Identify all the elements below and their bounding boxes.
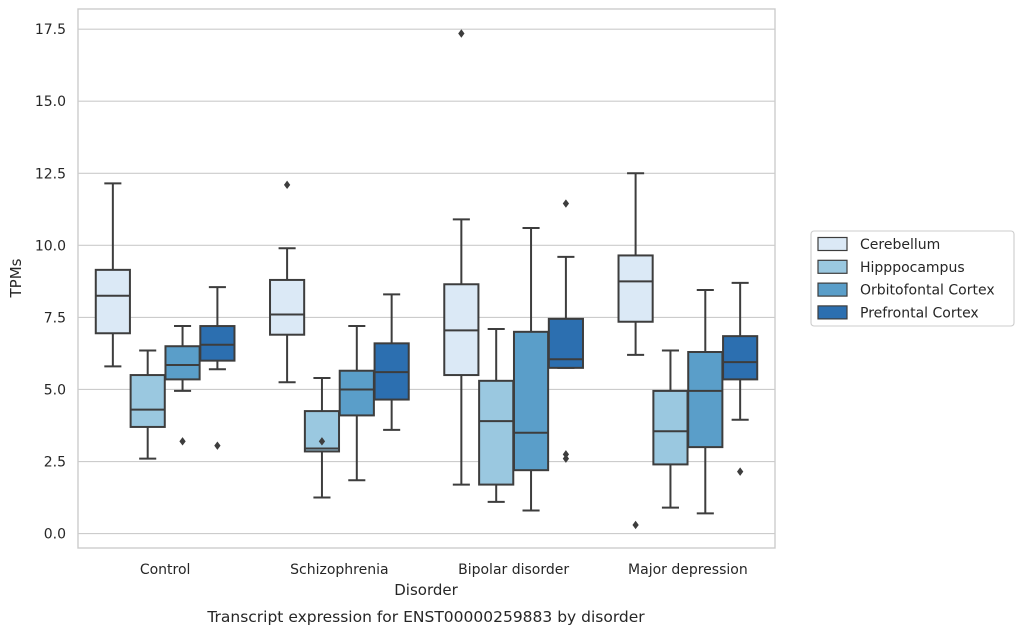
outlier-point bbox=[179, 437, 186, 446]
x-tick-label: Bipolar disorder bbox=[458, 562, 569, 578]
iqr-box bbox=[94, 268, 131, 335]
box-1-0 bbox=[269, 180, 306, 384]
gridlines bbox=[78, 28, 775, 535]
boxes bbox=[94, 29, 759, 530]
y-axis-ticks: 0.0 2.5 5.0 7.5 10.0 12.5 15.0 17.5 bbox=[35, 22, 66, 542]
iqr-box bbox=[164, 345, 201, 381]
chart-caption: Transcript expression for ENST0000025988… bbox=[206, 608, 645, 626]
plot-frame bbox=[77, 8, 776, 549]
outlier-point bbox=[562, 450, 570, 459]
box-3-1 bbox=[652, 349, 689, 509]
outlier-point bbox=[562, 199, 570, 208]
box-1-2 bbox=[338, 325, 375, 482]
box-2-3 bbox=[547, 199, 584, 463]
y-tick-label: 2.5 bbox=[44, 455, 66, 471]
box-0-2 bbox=[164, 325, 201, 446]
iqr-box bbox=[269, 278, 306, 336]
outlier-point bbox=[283, 180, 291, 190]
legend-swatch bbox=[817, 305, 848, 320]
legend-label: Prefrontal Cortex bbox=[860, 305, 979, 321]
x-tick-label: Control bbox=[140, 562, 191, 578]
legend: Cerebellum Hipppocampus Orbitofontal Corte… bbox=[810, 230, 1015, 327]
box-3-3 bbox=[722, 281, 759, 476]
legend-label: Orbitofontal Cortex bbox=[860, 283, 995, 299]
x-tick-label: Major depression bbox=[628, 562, 748, 578]
y-tick-label: 12.5 bbox=[35, 166, 66, 182]
x-axis-ticks: Control Schizophrenia Bipolar disorder Majo… bbox=[140, 562, 748, 578]
iqr-box bbox=[722, 335, 759, 381]
legend-frame bbox=[810, 230, 1015, 327]
y-tick-label: 7.5 bbox=[44, 310, 66, 326]
y-tick-label: 0.0 bbox=[44, 527, 66, 543]
iqr-box bbox=[512, 330, 550, 472]
legend-swatch bbox=[817, 259, 848, 274]
outlier-point bbox=[562, 454, 570, 463]
legend-label: Cerebellum bbox=[860, 237, 940, 253]
iqr-box bbox=[547, 317, 584, 369]
box-0-0 bbox=[94, 182, 131, 368]
box-0-3 bbox=[199, 286, 236, 450]
iqr-box bbox=[687, 351, 724, 449]
box-0-1 bbox=[129, 349, 166, 460]
iqr-box bbox=[652, 389, 689, 466]
box-3-2 bbox=[687, 289, 724, 515]
iqr-box bbox=[338, 369, 375, 417]
box-3-0 bbox=[617, 172, 654, 530]
iqr-box bbox=[199, 325, 236, 362]
y-tick-label: 17.5 bbox=[35, 22, 66, 38]
x-tick-label: Schizophrenia bbox=[290, 562, 388, 578]
box-1-1 bbox=[303, 376, 341, 499]
outlier-point bbox=[632, 520, 639, 530]
legend-label: Hipppocampus bbox=[860, 260, 965, 276]
outlier-point bbox=[458, 29, 465, 38]
box-2-2 bbox=[512, 227, 550, 512]
y-tick-label: 10.0 bbox=[35, 238, 66, 254]
outlier-point bbox=[737, 467, 744, 476]
outlier-point bbox=[214, 441, 221, 450]
iqr-box bbox=[129, 374, 166, 428]
legend-swatch bbox=[817, 282, 848, 297]
iqr-box bbox=[478, 379, 515, 486]
box-1-3 bbox=[373, 293, 410, 431]
iqr-box bbox=[617, 254, 654, 323]
box-2-0 bbox=[443, 29, 480, 486]
y-tick-label: 15.0 bbox=[35, 94, 66, 110]
y-tick-label: 5.0 bbox=[44, 382, 66, 398]
x-axis-label: Disorder bbox=[394, 581, 458, 599]
box-2-1 bbox=[478, 327, 515, 503]
y-axis-label: TPMs bbox=[7, 258, 25, 298]
legend-swatch bbox=[817, 236, 848, 252]
outlier-point bbox=[318, 437, 326, 446]
